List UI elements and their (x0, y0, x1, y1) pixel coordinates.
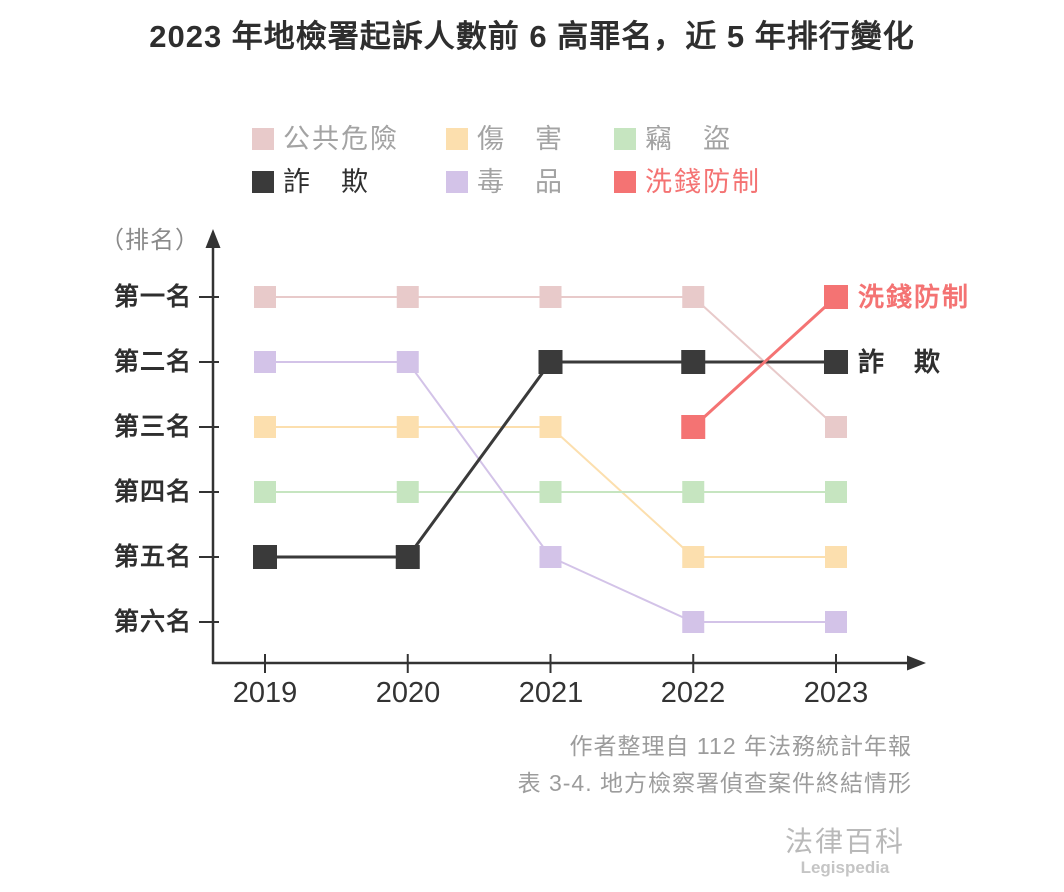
series-end-label-fraud: 詐 欺 (858, 347, 943, 377)
series-marker (824, 350, 848, 374)
rank-tick-label: 第五名 (113, 543, 192, 571)
page-title: 2023 年地檢署起訴人數前 6 高罪名，近 5 年排行變化 (149, 19, 915, 54)
legend-label: 詐 欺 (283, 166, 370, 197)
axis-ticks (199, 296, 837, 673)
series-marker (824, 285, 848, 309)
legend-item-injury: 傷 害 (446, 123, 564, 154)
series-marker (254, 481, 276, 503)
series-marker (539, 546, 562, 568)
series-marker (396, 481, 419, 503)
rank-tick-label: 第六名 (113, 608, 192, 636)
legend-label: 毒 品 (477, 166, 564, 197)
legend-item-public-danger: 公共危險 (252, 123, 399, 154)
year-tick-label: 2023 (803, 677, 869, 709)
series-marker (254, 351, 276, 373)
legend-swatch-icon (252, 171, 274, 193)
source-note-line1: 作者整理自 112 年法務統計年報 (569, 733, 912, 759)
series-marker (253, 545, 277, 569)
brand-subtitle: Legispedia (800, 858, 890, 877)
series-marker (825, 611, 847, 633)
series-marker (539, 286, 562, 308)
series-layer (253, 285, 848, 633)
legend-swatch-icon (614, 128, 636, 150)
rank-tick-label: 第二名 (113, 348, 192, 376)
legend-item-theft: 竊 盜 (614, 123, 732, 154)
series-marker (681, 350, 706, 374)
series-marker (396, 286, 419, 308)
series-marker (254, 286, 276, 308)
series-marker (538, 350, 563, 374)
rank-tick-label: 第四名 (113, 478, 192, 506)
legend-item-fraud: 詐 欺 (252, 166, 370, 197)
series-marker (396, 416, 419, 438)
series-marker (825, 481, 847, 503)
series-end-label-money-laundering: 洗錢防制 (858, 282, 971, 312)
legend-item-drugs: 毒 品 (446, 166, 564, 197)
source-note-line2: 表 3-4. 地方檢察署偵查案件終結情形 (517, 770, 912, 796)
legend-swatch-icon (446, 171, 468, 193)
series-marker (396, 351, 419, 373)
series-marker (254, 416, 276, 438)
branding-logo: 法律百科 Legispedia (785, 828, 905, 880)
y-axis-arrow-icon (205, 229, 221, 248)
legend-swatch-icon (614, 171, 636, 193)
series-marker (395, 545, 420, 569)
series-marker (681, 415, 706, 439)
year-tick-label: 2020 (375, 677, 441, 709)
legend-swatch-icon (446, 128, 468, 150)
series-marker (539, 481, 562, 503)
legend-label: 傷 害 (477, 123, 564, 154)
series-marker (682, 481, 705, 503)
y-axis-unit-label: （排名） (100, 227, 200, 254)
brand-name: 法律百科 (784, 826, 905, 857)
year-tick-label: 2021 (518, 677, 584, 709)
series-marker (825, 416, 847, 438)
source-note: 作者整理自 112 年法務統計年報 表 3-4. 地方檢察署偵查案件終結情形 (518, 728, 912, 802)
legend-item-money-laundering: 洗錢防制 (614, 166, 761, 197)
legend-swatch-icon (252, 128, 274, 150)
rank-tick-label: 第一名 (113, 283, 192, 311)
year-tick-label: 2022 (660, 677, 726, 709)
series-marker (682, 286, 705, 308)
series-line (692, 295, 838, 429)
legend-label: 竊 盜 (645, 123, 732, 154)
series-marker (682, 611, 705, 633)
legend-label: 公共危險 (283, 123, 399, 154)
series-marker (825, 546, 847, 568)
rank-tick-label: 第三名 (113, 413, 192, 441)
year-tick-label: 2019 (232, 677, 298, 709)
series-marker (539, 416, 562, 438)
series-line (265, 360, 836, 559)
x-axis-arrow-icon (907, 655, 926, 671)
series-marker (682, 546, 705, 568)
legend-label: 洗錢防制 (645, 166, 761, 197)
